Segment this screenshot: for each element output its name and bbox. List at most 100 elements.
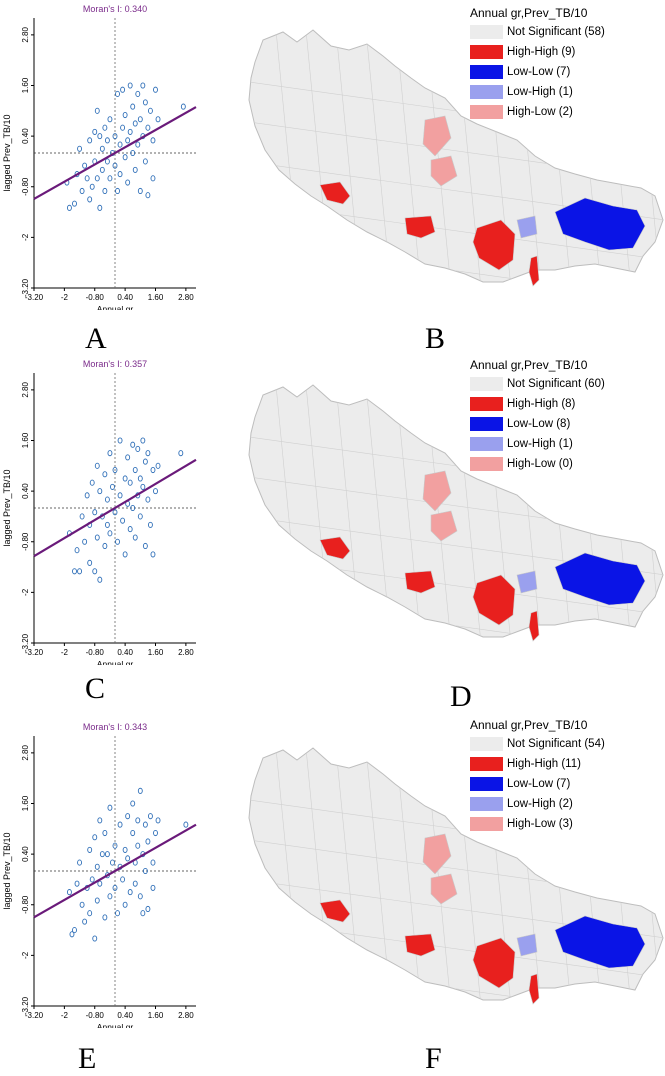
data-point [127,479,133,486]
y-tick-label: 1.60 [21,77,30,93]
cluster-hh-mid-west [404,933,436,957]
data-point [120,124,126,131]
cluster-hl-north-1 [422,115,452,157]
data-point [94,175,100,182]
legend-item-not-significant: Not Significant (60) [470,375,665,393]
data-point [97,817,103,824]
data-point [94,462,100,469]
data-point [147,813,153,820]
chart-title: Moran's I: 0.340 [83,4,147,14]
data-point [130,829,136,837]
data-point [150,175,156,182]
cluster-lh-east [516,933,538,957]
data-point [132,880,138,887]
data-point [87,196,93,203]
data-point [140,483,146,490]
data-point [145,838,151,845]
data-point [117,492,123,499]
data-point [130,504,136,512]
data-point [145,192,151,199]
data-point [132,166,138,173]
data-point [74,547,80,554]
x-axis-label: Annual gr [97,659,134,665]
cluster-ll-east [554,197,646,251]
legend-swatch [470,45,503,59]
data-point [127,526,133,533]
lisa-cluster-map-b [248,29,664,287]
legend-item-high-low: High-Low (2) [470,103,665,121]
panel-label-c: C [85,672,106,705]
data-point [112,162,118,169]
legend-swatch [470,65,503,79]
panel-label-d: D [450,680,472,713]
data-point [87,559,93,566]
moran-scatterplot-c: Moran's I: 0.357 -3.20 -2 -0.80 0.40 1.60 2.80… [2,359,197,665]
data-point [66,204,72,211]
x-tick-label: 1.60 [148,648,164,657]
y-tick-label: 2.80 [21,745,30,761]
legend-item-high-high: High-High (11) [470,755,665,773]
chart-title: Moran's I: 0.357 [83,359,147,369]
legend-label: Not Significant (54) [507,738,605,750]
x-tick-label: 2.80 [178,1011,194,1020]
legend-label: Low-High (1) [507,86,573,98]
x-tick-label: -3.20 [25,293,44,302]
data-point [150,551,156,558]
data-point [180,103,186,110]
data-point [92,509,98,516]
data-point [178,450,184,457]
data-point [79,187,85,195]
cluster-hl-north-1 [422,833,452,875]
data-point [142,821,148,828]
cluster-hl-north-1 [422,470,452,512]
data-point [79,513,85,520]
legend-label: High-Low (2) [507,106,573,118]
data-point [104,521,110,528]
data-point [137,475,143,482]
data-point [140,82,146,89]
y-tick-label: 1.60 [21,795,30,811]
x-tick-label: -3.20 [25,1011,44,1020]
data-point [125,813,131,820]
data-point [142,867,148,875]
data-point [137,187,143,195]
legend-swatch [470,737,503,751]
data-point [145,124,151,131]
panel-label-b: B [425,322,446,355]
data-point [115,910,120,917]
data-point [145,905,151,913]
cluster-hl-north-2 [430,155,458,187]
data-point [153,829,158,837]
data-point [107,804,113,811]
cluster-hh-central [472,574,516,626]
data-point [120,517,126,524]
data-point [135,141,141,148]
data-point [183,821,189,828]
cluster-hh-central [472,937,516,989]
legend-label: Low-Low (7) [507,66,571,78]
data-point [77,568,83,575]
regression-line [33,106,197,200]
x-tick-label: 0.40 [117,648,133,657]
cluster-lh-east [516,215,538,239]
data-point [102,542,108,550]
data-point [135,817,141,824]
data-point [99,166,105,173]
y-tick-label: -0.80 [21,532,30,551]
x-tick-label: 1.60 [148,293,164,302]
data-point [147,521,153,528]
x-axis-label: Annual gr [97,1022,134,1028]
data-point [84,175,90,182]
y-tick-label: 0.40 [21,128,30,144]
data-point [89,183,95,190]
data-point [150,859,156,866]
data-point [87,910,93,917]
data-point [142,542,148,550]
cluster-hh-far-west [319,536,351,560]
chart-title: Moran's I: 0.343 [83,722,147,732]
data-point [117,437,123,444]
data-point [104,137,110,144]
data-point [92,935,98,942]
legend-d: Annual gr,Prev_TB/10 Not Significant (60… [470,358,665,475]
moran-scatterplot-a: Moran's I: 0.340 -3.20 -2 -0.80 0.40 1.60 2.80… [2,4,197,310]
